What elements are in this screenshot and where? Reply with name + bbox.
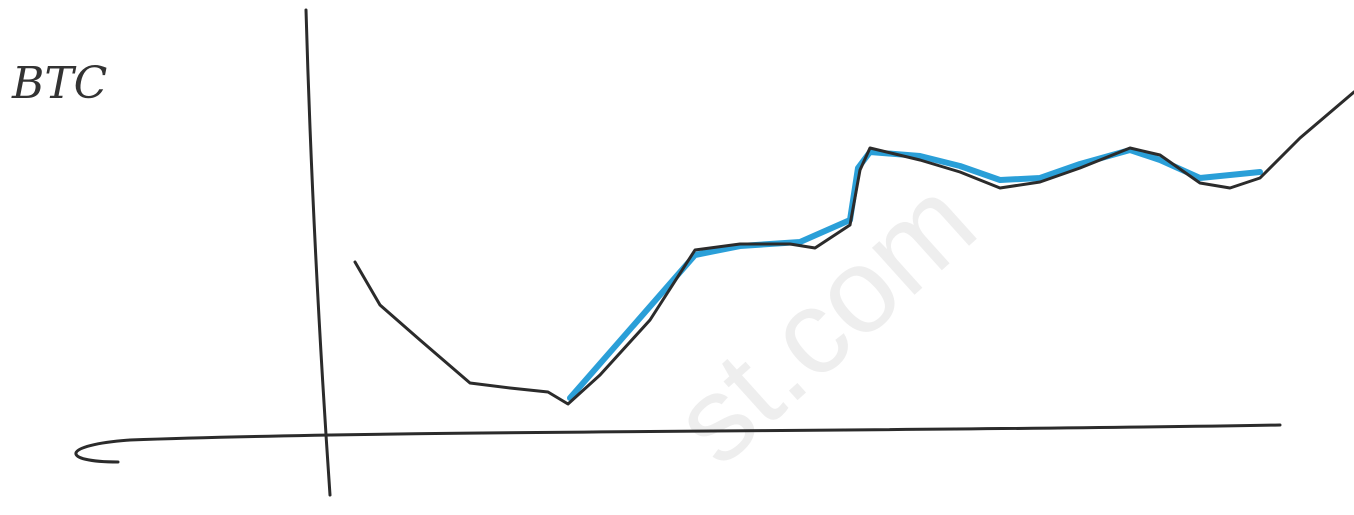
- line: [353, 90, 1354, 406]
- y-axis: [304, 8, 332, 497]
- x-axis: [74, 423, 1282, 464]
- chart-title: BTC: [11, 58, 107, 109]
- watermark: st.com: [648, 153, 1000, 489]
